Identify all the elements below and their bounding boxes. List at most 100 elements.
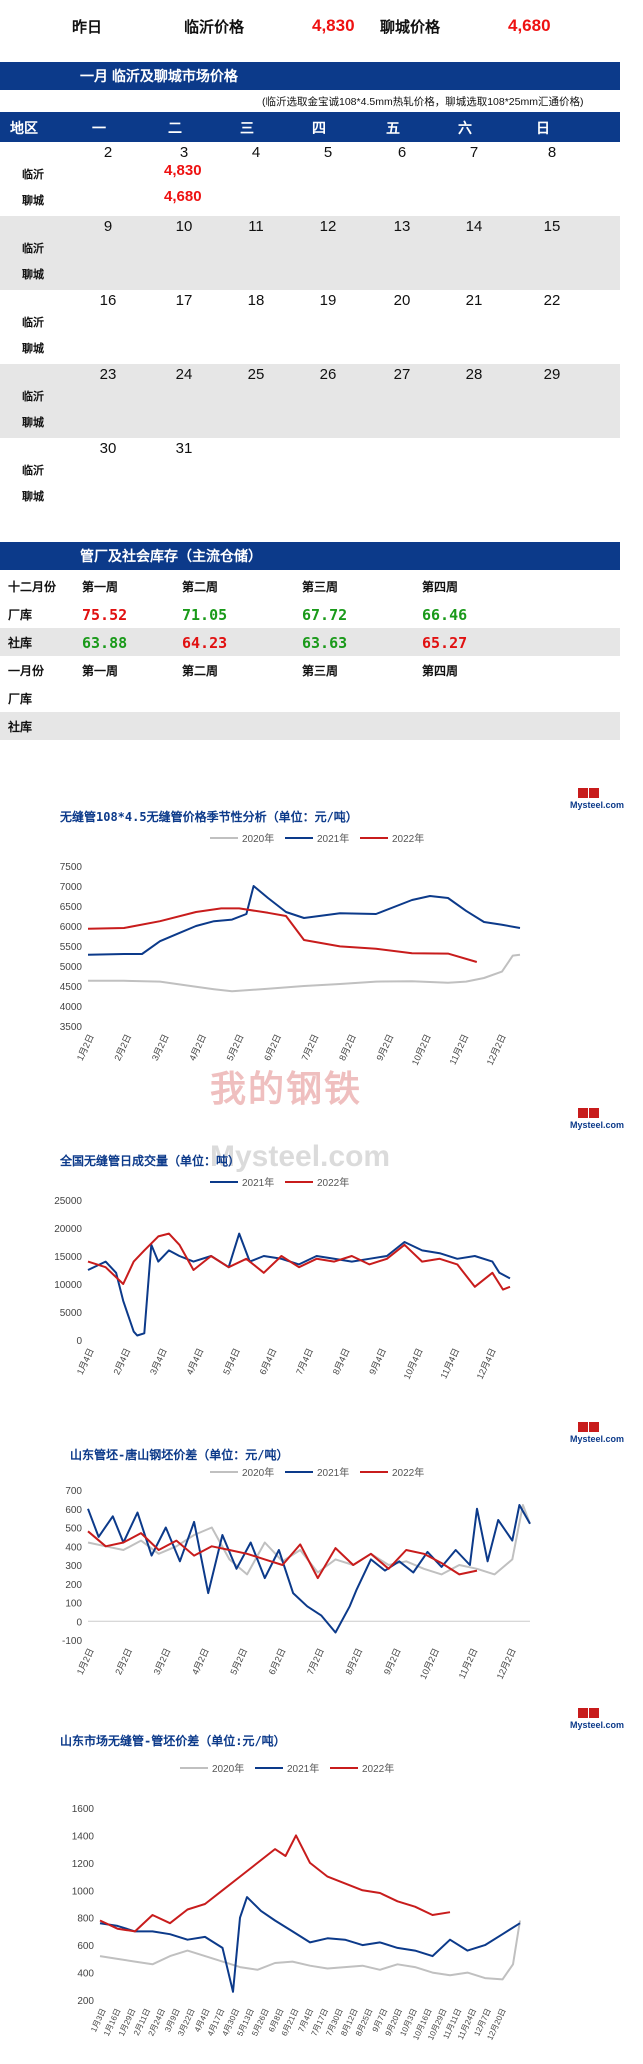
stock-row: 一月份 第一周 第二周 第三周 第四周 bbox=[0, 656, 620, 684]
calendar-day: 24 bbox=[175, 366, 193, 383]
legend-label: 2021年 bbox=[317, 832, 349, 845]
calendar-day: 2 bbox=[103, 144, 113, 161]
calendar-day: 18 bbox=[247, 292, 265, 309]
calendar-day: 20 bbox=[393, 292, 411, 309]
stock-week-header: 第四周 bbox=[422, 664, 459, 678]
series-line bbox=[87, 1232, 511, 1291]
stock-social-label: 社库 bbox=[8, 636, 33, 650]
y-tick-label: 4500 bbox=[60, 982, 83, 993]
chart2-svg: 2021年 2022年 0 5000 10000 15000 20000 25000 1月4日 2… bbox=[54, 1176, 511, 1381]
yesterday-label: 昨日 bbox=[72, 19, 103, 36]
calendar-day: 4 bbox=[251, 144, 261, 161]
stock-factory-label: 厂库 bbox=[8, 608, 33, 622]
calendar-header-cell: 五 bbox=[386, 120, 400, 136]
x-tick-label: 2月2日 bbox=[112, 1033, 133, 1063]
y-tick-label: 4000 bbox=[60, 1002, 83, 1013]
x-tick-label: 10月4日 bbox=[402, 1347, 425, 1381]
chart3-svg: 2020年 2021年 2022年 -100 0 100 200 300 400 500 600 70… bbox=[62, 1466, 531, 1681]
x-tick-label: 12月2日 bbox=[495, 1647, 518, 1681]
series-line bbox=[87, 1530, 478, 1580]
calendar-day: 30 bbox=[99, 440, 117, 457]
mysteel-logo-2: Mysteel.com bbox=[570, 1108, 624, 1136]
calendar-city-liaocheng: 聊城 bbox=[22, 194, 44, 207]
series-line bbox=[87, 885, 521, 956]
linyi-price-label: 临沂价格 bbox=[184, 19, 245, 36]
series-line bbox=[99, 1896, 521, 1993]
calendar-city-linyi: 临沂 bbox=[22, 168, 44, 181]
calendar-header-cell: 日 bbox=[536, 120, 550, 136]
chart3-title: 山东管坯-唐山钢坯价差（单位：元/吨） bbox=[70, 1448, 289, 1462]
calendar-header: 地区 一 二 三 四 五 六 日 bbox=[0, 112, 620, 142]
linyi-price-value: 4,830 bbox=[312, 16, 355, 35]
calendar-day: 23 bbox=[99, 366, 117, 383]
legend-label: 2022年 bbox=[392, 832, 424, 845]
series-line bbox=[99, 1834, 451, 1933]
calendar-day: 13 bbox=[393, 218, 411, 235]
stock-dec-factory-value: 75.52 bbox=[82, 606, 128, 624]
calendar-header-cell: 四 bbox=[312, 120, 326, 136]
calendar-day: 21 bbox=[465, 292, 483, 309]
y-tick-label: 1600 bbox=[72, 1804, 95, 1815]
y-tick-label: 5000 bbox=[60, 962, 83, 973]
chart1-title: 无缝管108*4.5无缝管价格季节性分析（单位：元/吨） bbox=[60, 810, 358, 824]
stock-row: 厂库 75.52 71.05 67.72 66.46 bbox=[0, 600, 620, 628]
logo-text: Mysteel.com bbox=[570, 800, 625, 810]
watermark-text: Mysteel.com bbox=[210, 1140, 391, 1173]
calendar-city-liaocheng: 聊城 bbox=[22, 490, 44, 503]
stock-row: 社库 63.88 64.23 63.63 65.27 bbox=[0, 628, 620, 656]
calendar-week-row: 2 3 4 5 6 7 8 临沂 聊城 4,830 4,680 bbox=[0, 142, 620, 216]
x-tick-label: 6月2日 bbox=[267, 1647, 288, 1677]
x-tick-label: 10月2日 bbox=[418, 1647, 441, 1681]
calendar-header-cell: 一 bbox=[92, 120, 106, 136]
calendar-day: 19 bbox=[319, 292, 337, 309]
stock-month-december: 十二月份 bbox=[8, 580, 57, 594]
x-tick-label: 3月2日 bbox=[150, 1033, 171, 1063]
x-tick-label: 1月4日 bbox=[75, 1347, 96, 1377]
y-tick-label: 0 bbox=[76, 1617, 82, 1628]
liaocheng-price-label: 聊城价格 bbox=[380, 19, 441, 36]
calendar-city-liaocheng: 聊城 bbox=[22, 342, 44, 355]
legend-label: 2021年 bbox=[242, 1176, 274, 1189]
calendar-week-row: 30 31 临沂 聊城 bbox=[0, 438, 620, 512]
y-tick-label: 5500 bbox=[60, 942, 83, 953]
stock-week-header: 第一周 bbox=[82, 580, 119, 594]
y-tick-label: 3500 bbox=[60, 1022, 83, 1033]
legend-label: 2022年 bbox=[317, 1176, 349, 1189]
stock-week-header: 第二周 bbox=[182, 664, 219, 678]
series-line bbox=[87, 1232, 511, 1337]
calendar-day: 11 bbox=[248, 218, 264, 235]
series-line bbox=[87, 1504, 531, 1576]
y-tick-label: 500 bbox=[65, 1524, 82, 1535]
calendar-day: 7 bbox=[469, 144, 479, 161]
y-tick-label: 200 bbox=[77, 1996, 94, 2007]
stock-factory-label: 厂库 bbox=[8, 692, 33, 706]
y-tick-label: 700 bbox=[65, 1486, 82, 1497]
logo-text-3: Mysteel.com bbox=[570, 1434, 625, 1444]
y-tick-label: 7000 bbox=[60, 882, 83, 893]
y-tick-label: 800 bbox=[77, 1914, 94, 1925]
y-tick-label: 200 bbox=[65, 1580, 82, 1591]
y-tick-label: -100 bbox=[62, 1636, 82, 1647]
calendar-day: 25 bbox=[247, 366, 265, 383]
y-tick-label: 15000 bbox=[54, 1252, 82, 1263]
calendar-city-liaocheng: 聊城 bbox=[22, 268, 44, 281]
x-tick-label: 11月2日 bbox=[457, 1647, 480, 1681]
x-tick-label: 5月4日 bbox=[221, 1347, 242, 1377]
calendar-header-cell: 三 bbox=[240, 120, 254, 136]
x-tick-label: 8月2日 bbox=[343, 1647, 364, 1677]
calendar-day: 27 bbox=[393, 366, 411, 383]
stock-dec-social-value: 65.27 bbox=[422, 634, 468, 652]
legend-label: 2022年 bbox=[362, 1762, 394, 1775]
stock-row: 十二月份 第一周 第二周 第三周 第四周 bbox=[0, 572, 620, 600]
logo-text-2: Mysteel.com bbox=[570, 1120, 625, 1130]
stock-dec-factory-value: 71.05 bbox=[182, 606, 228, 624]
y-tick-label: 300 bbox=[65, 1561, 82, 1572]
x-tick-label: 5月2日 bbox=[228, 1647, 249, 1677]
legend-label: 2021年 bbox=[317, 1466, 349, 1479]
series-line bbox=[88, 953, 521, 993]
watermark-chars: 我的钢铁 bbox=[210, 1068, 363, 1109]
calendar-week-row: 23 24 25 26 27 28 29 临沂 聊城 bbox=[0, 364, 620, 438]
legend-label: 2022年 bbox=[392, 1466, 424, 1479]
x-tick-label: 2月4日 bbox=[111, 1347, 132, 1377]
x-tick-label: 3月4日 bbox=[148, 1347, 169, 1377]
